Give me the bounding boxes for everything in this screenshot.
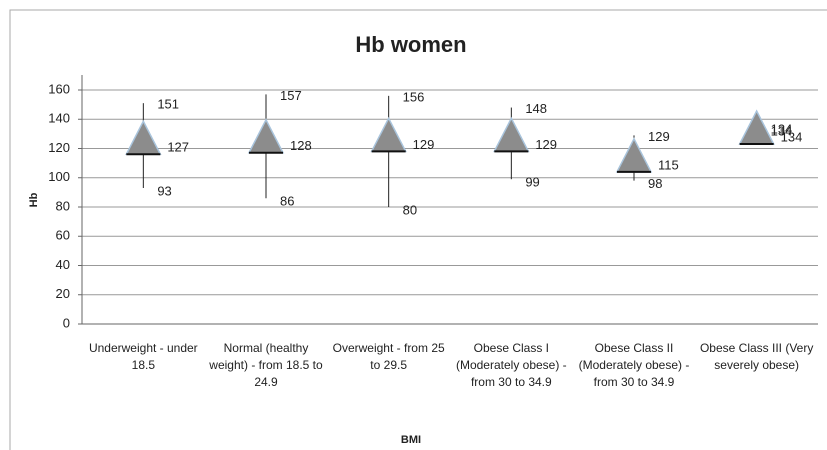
mean-marker [125,119,162,156]
mean-label: 129 [413,137,435,152]
high-label: 148 [525,101,547,116]
low-label: 98 [648,176,662,191]
x-tick-label: Obese Class I (Moderately obese) - from … [455,341,567,389]
y-tick-label: 80 [56,198,70,213]
low-label: 86 [280,194,294,209]
low-label: 80 [403,202,417,217]
mean-label: 134 [781,129,803,144]
mean-marker [493,116,530,153]
chart-border [9,9,827,450]
y-tick-label: 0 [63,315,70,330]
x-tick-label: Underweight - under 18.5 [88,341,198,372]
mean-label: 129 [535,137,557,152]
x-tick-label: Normal (healthy weight) - from 18.5 to 2… [209,341,323,389]
y-tick-label: 160 [48,81,70,96]
low-label: 134 [771,123,793,138]
low-label: 99 [525,175,539,190]
high-label: 134 [771,121,793,136]
x-tick-label: Obese Class III (Very severely obese) [699,341,814,372]
mean-marker [247,118,285,154]
y-tick-label: 40 [56,257,70,272]
mean-marker [370,116,407,153]
y-tick-label: 60 [56,228,70,243]
chart-title: Hb women [355,32,466,57]
mean-label: 128 [290,138,312,153]
high-label: 129 [648,129,670,144]
mean-label: 127 [167,140,189,155]
y-tick-label: 120 [48,140,70,155]
high-label: 156 [403,89,425,104]
y-axis-label: Hb [28,192,40,207]
x-axis-label: BMI [401,434,421,446]
x-tick-label: Overweight - from 25 to 29.5 [332,341,445,372]
high-label: 157 [280,88,302,103]
x-tick-label: Obese Class II (Moderately obese) - from… [578,341,690,389]
mean-marker [738,109,775,145]
low-label: 93 [157,183,171,198]
y-tick-label: 100 [48,169,70,184]
mean-marker [615,137,653,173]
y-tick-label: 20 [56,286,70,301]
y-tick-label: 140 [48,111,70,126]
high-label: 151 [157,97,179,112]
mean-label: 115 [658,157,679,172]
